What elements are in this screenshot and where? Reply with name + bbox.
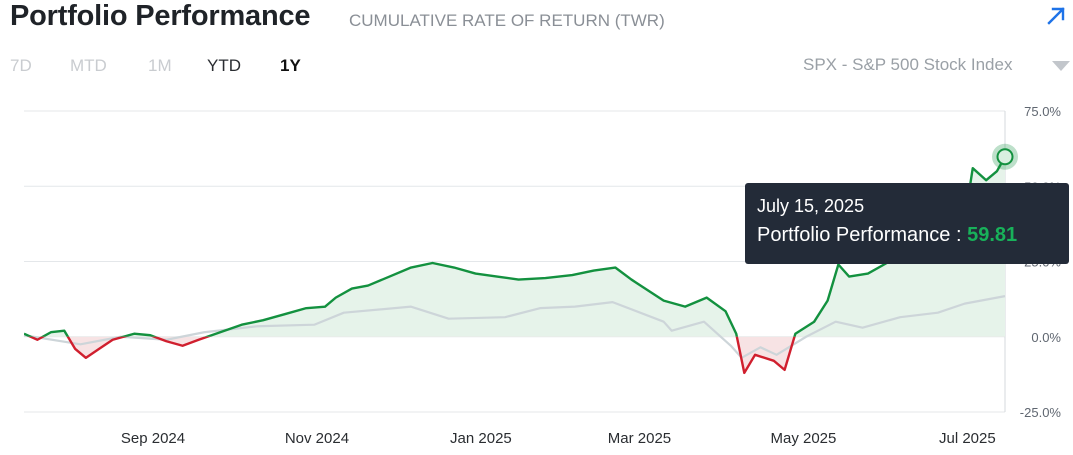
x-tick-label: May 2025 xyxy=(770,430,836,447)
y-tick-label: 75.0% xyxy=(1024,104,1061,119)
x-tick-label: Sep 2024 xyxy=(121,430,185,447)
portfolio-series-line-positive xyxy=(24,156,1005,337)
chart-tooltip: July 15, 2025 Portfolio Performance : 59… xyxy=(745,183,1069,264)
benchmark-label: SPX - S&P 500 Stock Index xyxy=(803,55,1013,74)
highlight-point-marker xyxy=(996,148,1014,166)
tooltip-value: 59.81 xyxy=(967,224,1018,246)
range-tab-mtd[interactable]: MTD xyxy=(70,56,107,75)
portfolio-area-negative xyxy=(24,336,1005,373)
y-tick-label: 0.0% xyxy=(1031,330,1061,345)
x-tick-label: Jan 2025 xyxy=(450,430,512,447)
range-tab-7d[interactable]: 7D xyxy=(10,56,32,75)
tooltip-date: July 15, 2025 xyxy=(757,196,865,216)
range-tab-1y[interactable]: 1Y xyxy=(280,56,301,75)
tooltip-row: Portfolio Performance : 59.81 xyxy=(757,224,1017,247)
x-tick-label: Jul 2025 xyxy=(939,430,996,447)
page-title: Portfolio Performance xyxy=(10,0,311,32)
x-tick-label: Nov 2024 xyxy=(285,430,349,447)
range-tab-1m[interactable]: 1M xyxy=(148,56,172,75)
tooltip-label: Portfolio Performance : xyxy=(757,224,968,246)
y-tick-label: -25.0% xyxy=(1020,405,1062,420)
chevron-down-icon xyxy=(1052,61,1070,71)
arrow-up-right-icon xyxy=(1047,7,1065,25)
expand-button[interactable] xyxy=(1044,4,1068,28)
x-tick-label: Mar 2025 xyxy=(608,430,671,447)
portfolio-series-line-negative xyxy=(27,336,796,375)
page-subtitle: CUMULATIVE RATE OF RETURN (TWR) xyxy=(349,11,665,30)
range-tab-ytd[interactable]: YTD xyxy=(207,56,241,75)
portfolio-area-positive xyxy=(24,156,1005,337)
